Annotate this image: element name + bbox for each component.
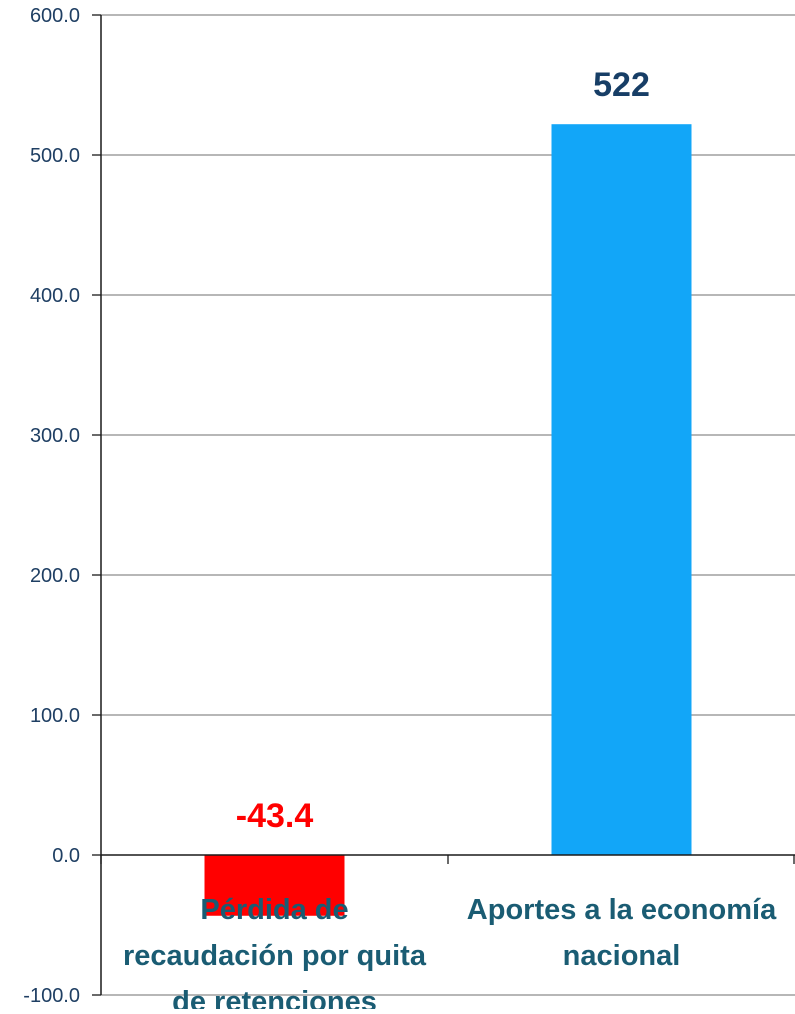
data-label: -43.4 (236, 797, 314, 835)
data-label: 522 (593, 66, 650, 104)
y-tick-label: -100.0 (23, 985, 80, 1007)
category-label: Aportes a la economía nacional (467, 894, 777, 972)
gridlines (101, 14, 795, 996)
y-tick-label: 200.0 (30, 565, 80, 587)
y-tick-label: 100.0 (30, 705, 80, 727)
y-tick-label: 600.0 (30, 5, 80, 27)
y-tick-label: 400.0 (30, 285, 80, 307)
bar (551, 124, 692, 855)
y-tick-labels: 600.0 500.0 400.0 300.0 200.0 100.0 0.0 -100.0 (23, 5, 80, 1007)
data-labels: -43.4 522 (236, 66, 650, 835)
category-label: Pérdida de recaudación por quita de retenc… (123, 894, 427, 1009)
axes (92, 14, 795, 996)
category-labels: Pérdida de recaudación por quita de retenc… (123, 894, 777, 1014)
y-tick-label: 300.0 (30, 425, 80, 447)
y-tick-label: 500.0 (30, 145, 80, 167)
y-tick-label: 0.0 (52, 845, 80, 867)
bar (204, 855, 345, 916)
bars (204, 124, 692, 916)
